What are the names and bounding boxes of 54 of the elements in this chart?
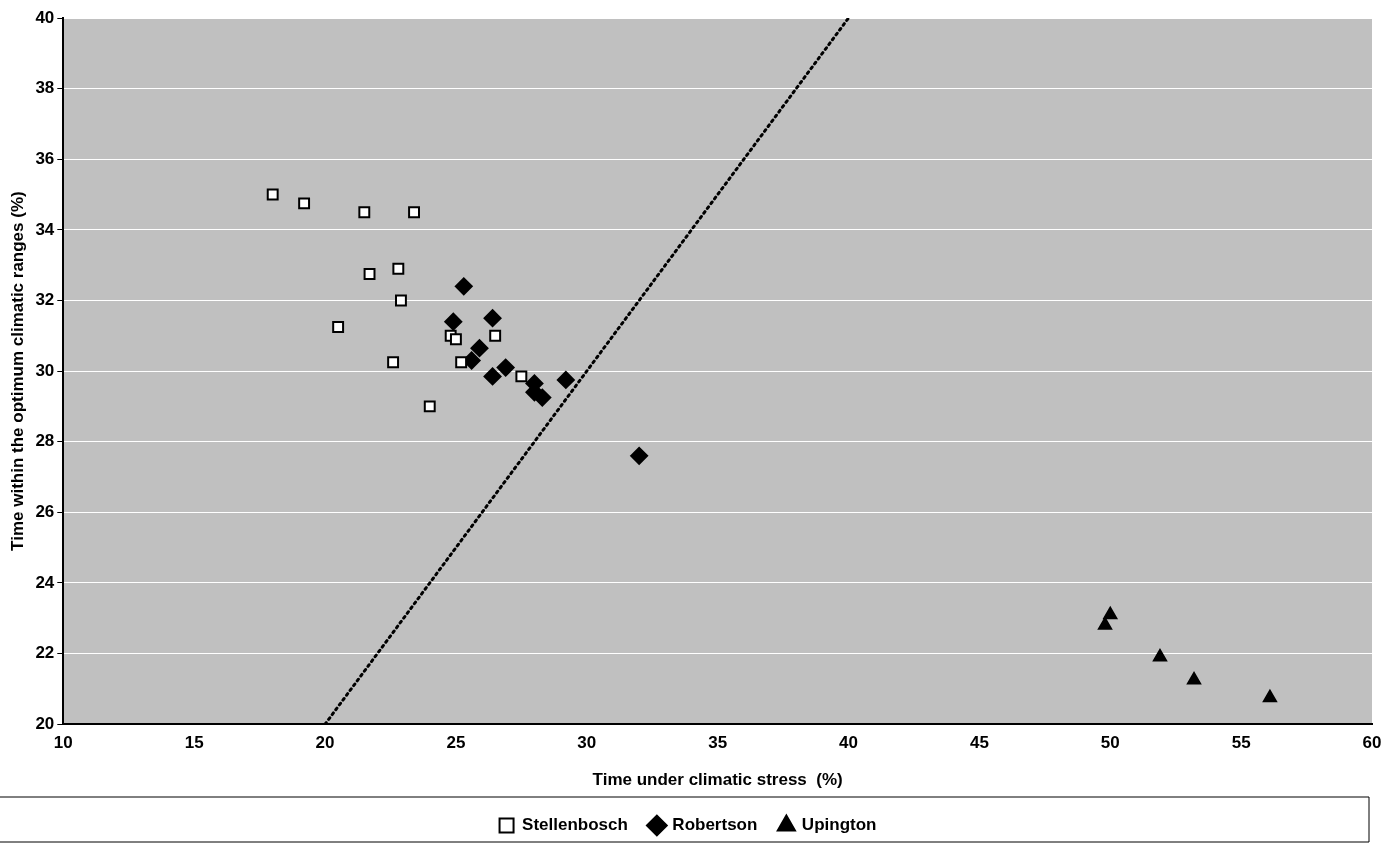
x-tick-label: 15 <box>184 733 204 753</box>
x-tick-label: 55 <box>1231 733 1251 753</box>
y-tick-label: 22 <box>35 643 55 663</box>
point <box>1262 689 1277 703</box>
y-tick-label: 38 <box>35 78 55 98</box>
point <box>408 206 420 219</box>
point <box>515 370 528 383</box>
y-tick-label: 30 <box>35 360 55 380</box>
y-tick-label: 32 <box>35 290 55 310</box>
point <box>455 356 468 369</box>
x-tick-label: 20 <box>315 733 335 753</box>
point <box>1103 606 1118 620</box>
y-tick-label: 26 <box>35 502 55 522</box>
point <box>483 367 502 386</box>
point <box>332 321 345 333</box>
x-tick-label: 30 <box>577 733 597 753</box>
point <box>423 400 436 413</box>
x-tick-label: 50 <box>1100 733 1120 753</box>
y-tick-label: 24 <box>35 572 55 592</box>
point <box>449 333 462 346</box>
point <box>1152 649 1168 662</box>
y-tick-label: 20 <box>35 713 55 733</box>
point <box>454 277 473 296</box>
point <box>470 339 489 358</box>
point <box>1097 617 1113 630</box>
x-tick-label: 35 <box>708 733 728 753</box>
point <box>395 294 407 307</box>
y-tick-label: 36 <box>35 148 55 168</box>
point <box>556 370 575 389</box>
point <box>1186 672 1202 685</box>
y-tick-label: 28 <box>35 431 55 451</box>
point <box>387 356 400 369</box>
point <box>496 358 515 377</box>
point <box>363 268 376 280</box>
point <box>489 329 502 342</box>
x-tick-label: 10 <box>53 733 73 753</box>
legend-label: Stellenbosch <box>522 815 628 835</box>
point <box>392 262 405 275</box>
point <box>444 312 463 331</box>
x-tick-label: 25 <box>446 733 466 753</box>
point <box>358 206 371 219</box>
point <box>483 309 502 328</box>
legend-label: Upington <box>801 815 877 835</box>
x-axis-title: Time under climatic stress (%) <box>592 770 843 790</box>
y-tick-label: 40 <box>35 7 55 27</box>
point <box>298 197 311 210</box>
x-tick-label: 45 <box>969 733 989 753</box>
x-tick-label: 60 <box>1362 733 1382 753</box>
y-tick-label: 34 <box>35 219 55 239</box>
point <box>630 446 649 465</box>
x-tick-label: 40 <box>839 733 858 753</box>
legend-label: Robertson <box>672 815 758 835</box>
y-axis-title: Time within the optimum climatic ranges (%) <box>7 191 27 551</box>
point <box>266 188 279 201</box>
